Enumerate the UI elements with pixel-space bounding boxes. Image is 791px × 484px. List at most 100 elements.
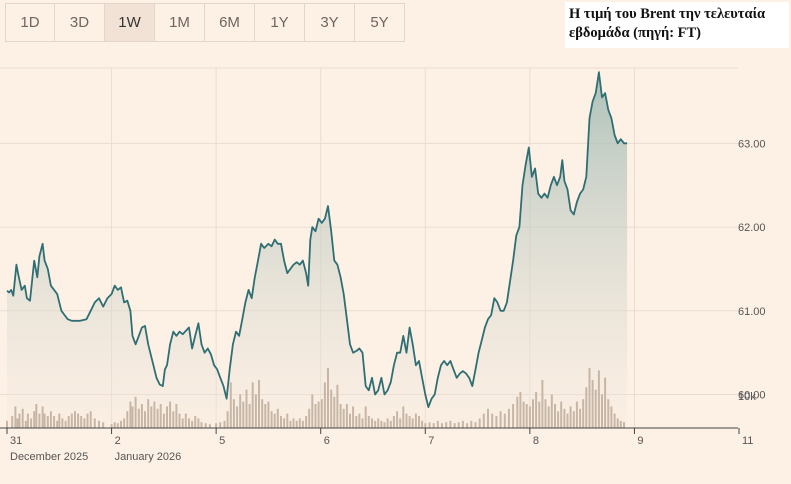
y-tick-label-2: 62.00 <box>738 222 766 234</box>
volume-bar-149 <box>503 413 506 428</box>
volume-bar-55 <box>181 418 184 428</box>
volume-bar-25 <box>80 416 83 428</box>
volume-bar-142 <box>474 422 477 428</box>
volume-bar-147 <box>495 416 498 428</box>
volume-bar-53 <box>175 404 178 428</box>
x-tick-label-6: 9 <box>637 435 643 447</box>
volume-bar-35 <box>120 420 122 428</box>
volume-bar-1 <box>11 416 14 428</box>
volume-bar-126 <box>411 418 414 428</box>
volume-bar-101 <box>333 396 336 428</box>
volume-bar-45 <box>150 406 153 428</box>
x-axis: 31 December 2025 2 January 2026 5 6 7 8 9 11 <box>0 427 753 463</box>
volume-bar-71 <box>239 394 242 428</box>
volume-bar-24 <box>77 413 80 428</box>
tab-5y[interactable]: 5Y <box>355 4 405 41</box>
volume-bar-182 <box>610 406 613 428</box>
tab-1m[interactable]: 1M <box>155 4 205 41</box>
volume-bar-65 <box>219 422 222 428</box>
volume-bar-166 <box>560 401 563 428</box>
volume-bar-38 <box>129 401 132 428</box>
volume-bar-115 <box>377 418 380 428</box>
volume-bar-119 <box>389 420 392 428</box>
price-line <box>6 71 628 408</box>
volume-bar-37 <box>126 411 129 428</box>
volume-bars <box>6 368 625 428</box>
tab-1w[interactable]: 1W <box>105 4 155 41</box>
volume-bar-144 <box>482 413 485 428</box>
tab-3y[interactable]: 3Y <box>305 4 355 41</box>
volume-bar-109 <box>358 413 361 428</box>
volume-bar-57 <box>188 418 190 428</box>
volume-bar-117 <box>383 422 386 428</box>
volume-bar-160 <box>541 380 544 428</box>
tab-6m[interactable]: 6M <box>205 4 255 41</box>
volume-bar-85 <box>283 418 286 428</box>
volume-bar-60 <box>197 418 200 428</box>
volume-bar-69 <box>232 399 235 428</box>
volume-bar-6 <box>24 420 27 428</box>
volume-bar-80 <box>267 401 270 428</box>
volume-bar-14 <box>46 416 49 428</box>
volume-bar-30 <box>98 420 100 428</box>
volume-bar-52 <box>172 411 175 428</box>
volume-bar-183 <box>613 413 616 428</box>
volume-bar-86 <box>286 413 289 428</box>
volume-bar-157 <box>532 399 534 428</box>
volume-bar-175 <box>588 368 591 428</box>
volume-bar-50 <box>166 406 168 428</box>
volume-bar-67 <box>226 411 229 428</box>
volume-bar-184 <box>616 418 619 428</box>
x-tick-label-1: 2 <box>115 435 121 447</box>
volume-bar-87 <box>289 420 292 428</box>
volume-bar-0 <box>6 420 8 428</box>
x-tick-label-0: 31 <box>10 435 22 447</box>
volume-bar-17 <box>56 420 59 428</box>
volume-bar-99 <box>327 368 329 428</box>
volume-bar-47 <box>156 408 159 428</box>
volume-bar-92 <box>305 416 308 428</box>
volume-bar-112 <box>367 416 370 428</box>
volume-bar-62 <box>204 423 207 428</box>
chart-title: Η τιμή του Brent την τελευταία εβδομάδα … <box>565 2 789 48</box>
volume-bar-2 <box>14 406 17 428</box>
x-tick-label-4: 7 <box>428 435 434 447</box>
volume-bar-114 <box>374 420 377 428</box>
volume-bar-68 <box>229 382 232 428</box>
volume-bar-100 <box>330 389 333 428</box>
volume-bar-89 <box>295 420 298 428</box>
y-axis-labels: 60.00 61.00 62.00 63.00 <box>738 138 766 401</box>
volume-bar-90 <box>298 418 301 428</box>
tab-1y[interactable]: 1Y <box>255 4 305 41</box>
volume-bar-59 <box>194 416 197 428</box>
volume-bar-42 <box>140 404 143 428</box>
volume-bar-125 <box>408 416 411 428</box>
volume-bar-152 <box>516 396 519 428</box>
volume-bar-163 <box>550 394 553 428</box>
volume-bar-81 <box>270 411 273 428</box>
volume-bar-165 <box>557 411 560 428</box>
volume-bar-96 <box>317 401 320 428</box>
tab-3d[interactable]: 3D <box>55 4 105 41</box>
volume-bar-94 <box>311 394 314 428</box>
volume-bar-140 <box>466 423 469 428</box>
volume-bar-135 <box>445 422 448 428</box>
volume-bar-28 <box>89 411 92 428</box>
volume-bar-130 <box>424 423 427 428</box>
volume-bar-122 <box>399 418 402 428</box>
volume-bar-174 <box>585 387 588 428</box>
volume-bar-167 <box>563 408 566 428</box>
x-tick-label-2: 5 <box>219 435 225 447</box>
volume-bar-43 <box>144 411 146 428</box>
volume-bar-150 <box>507 408 510 428</box>
volume-bar-176 <box>591 380 594 428</box>
tab-1d[interactable]: 1D <box>5 4 55 41</box>
volume-bar-105 <box>345 404 348 428</box>
volume-bar-173 <box>582 399 585 428</box>
volume-bar-48 <box>159 404 162 428</box>
volume-bar-169 <box>569 406 572 428</box>
volume-bar-143 <box>478 418 481 428</box>
volume-bar-186 <box>623 422 625 428</box>
volume-bar-93 <box>308 408 311 428</box>
volume-bar-129 <box>421 420 424 428</box>
